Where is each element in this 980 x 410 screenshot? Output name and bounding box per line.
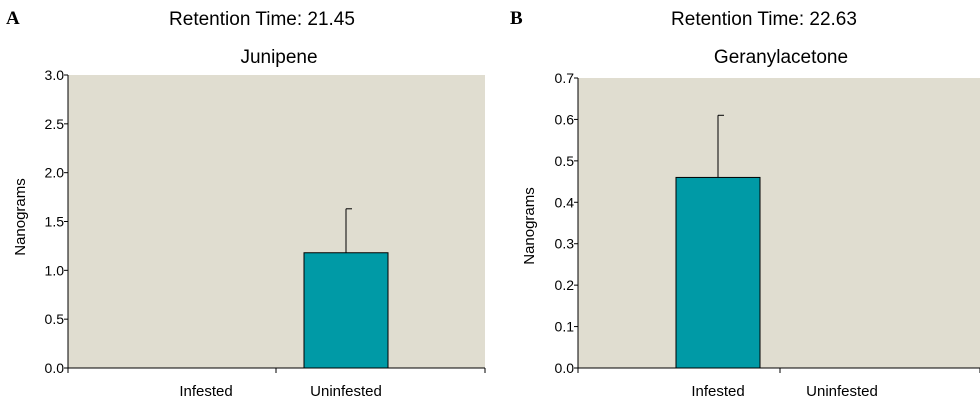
- panel-b-ytick-label: 0.2: [555, 277, 575, 293]
- panel-b-xtick-label-uninfested: Uninfested: [806, 383, 878, 400]
- panel-a-plot: 0.0 0.5 1.0 1.5 2.0 2.5 3.0 Infested Uninfested: [45, 67, 486, 400]
- panel-b-ytick-label: 0.3: [555, 236, 575, 252]
- panel-a-plot-area: [68, 75, 485, 368]
- panel-a-ylabel: Nanograms: [12, 178, 29, 256]
- panel-a-xtick-label-uninfested: Uninfested: [310, 383, 382, 400]
- panel-b-plot: 0.0 0.1 0.2 0.3 0.4 0.5 0.6 0.7 Infested Uninfest…: [555, 70, 980, 400]
- panel-b-xtick-label-infested: Infested: [691, 383, 744, 400]
- panel-a-ytick-label: 1.0: [45, 262, 65, 278]
- panel-a-letter: A: [6, 8, 20, 29]
- panel-a-ytick-label: 2.5: [45, 116, 65, 132]
- panel-a-title: Retention Time: 21.45: [169, 9, 355, 30]
- panel-b-bar-infested: [675, 176, 761, 369]
- panel-a-ytick-label: 0.5: [45, 311, 65, 327]
- panel-a-ytick-label: 1.5: [45, 214, 65, 230]
- panel-b-plot-area: [578, 78, 980, 368]
- panel-b-letter: B: [510, 8, 523, 29]
- panel-b-title: Retention Time: 22.63: [671, 9, 857, 30]
- panel-a-subtitle: Junipene: [240, 47, 317, 68]
- panel-a-xtick-label-infested: Infested: [179, 383, 232, 400]
- panel-b-ylabel: Nanograms: [521, 187, 538, 265]
- panel-b-subtitle: Geranylacetone: [714, 47, 848, 68]
- panel-a-ytick-label: 0.0: [45, 360, 65, 376]
- panel-a-ytick-label: 2.0: [45, 165, 65, 181]
- panel-b-ytick-label: 0.4: [555, 194, 575, 210]
- panel-a-bar-uninfested: [303, 252, 389, 369]
- panel-b-ytick-label: 0.6: [555, 111, 575, 127]
- panel-a-ytick-label: 3.0: [45, 67, 65, 83]
- panel-b-ytick-label: 0.0: [555, 360, 575, 376]
- panel-b-ytick-label: 0.5: [555, 153, 575, 169]
- panel-b-ytick-label: 0.1: [555, 319, 575, 335]
- panel-b-ytick-label: 0.7: [555, 70, 575, 86]
